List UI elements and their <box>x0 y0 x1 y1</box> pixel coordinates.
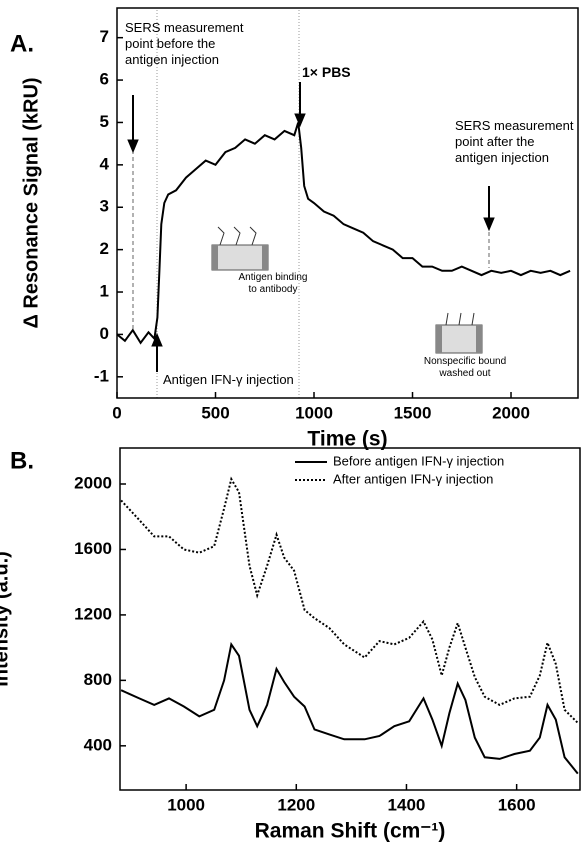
inset-antibody <box>445 312 475 326</box>
data-line <box>116 122 571 345</box>
x-tick-label: 1000 <box>167 795 205 814</box>
x-tick-label: 2000 <box>492 403 530 422</box>
x-axis-label: Raman Shift (cm⁻¹) <box>255 820 446 843</box>
y-tick-label: 2 <box>100 239 109 258</box>
panel-label: B. <box>10 447 34 474</box>
inset-chip <box>211 244 269 271</box>
y-tick-label: -1 <box>94 366 109 385</box>
annotation-arrows <box>127 10 495 398</box>
legend-label: Before antigen IFN-γ injection <box>333 453 504 468</box>
inset-chip <box>435 324 483 354</box>
y-tick-label: 5 <box>100 112 109 131</box>
data-line <box>120 476 579 724</box>
inset-antibody <box>217 226 257 246</box>
y-tick-label: 4 <box>100 154 110 173</box>
x-tick-label: 0 <box>112 403 121 422</box>
annotation: Antigen IFN-γ injection <box>163 372 294 387</box>
y-axis-label: Intensity (a.u.) <box>0 551 12 687</box>
arrow-head <box>127 139 139 154</box>
plot-frame <box>116 7 579 399</box>
annotation: 1× PBS <box>302 64 351 80</box>
inset-chip <box>476 325 482 353</box>
y-tick-label: 1 <box>100 282 109 301</box>
inset-chip <box>212 245 218 270</box>
x-tick-label: 500 <box>201 403 229 422</box>
y-tick-label: 1200 <box>74 604 112 623</box>
annotation: Nonspecific bound washed out <box>423 356 507 379</box>
inset-chip <box>436 325 442 353</box>
y-tick-label: 800 <box>84 670 112 689</box>
x-tick-label: 1400 <box>388 795 426 814</box>
x-tick-label: 1500 <box>394 403 432 422</box>
y-tick-label: 1600 <box>74 539 112 558</box>
annotation: SERS measurement point after the antigen… <box>455 118 574 165</box>
data-line <box>120 641 579 775</box>
y-tick-label: 400 <box>84 735 112 754</box>
y-tick-label: 0 <box>100 324 109 343</box>
y-tick-label: 3 <box>100 197 109 216</box>
arrow-head <box>483 217 495 232</box>
inset-chip <box>262 245 268 270</box>
arrow-head <box>294 113 306 128</box>
y-axis-label: Δ Resonance Signal (kRU) <box>20 77 42 328</box>
inset-illustration <box>211 226 483 354</box>
x-tick-label: 1200 <box>277 795 315 814</box>
plot-frame <box>119 447 581 791</box>
arrow-head <box>151 332 163 347</box>
panel-label: A. <box>10 30 34 57</box>
annotation: SERS measurement point before the antige… <box>125 20 244 67</box>
x-tick-label: 1600 <box>498 795 536 814</box>
y-tick-label: 6 <box>100 70 109 89</box>
y-tick-label: 2000 <box>74 473 112 492</box>
y-tick-label: 7 <box>100 27 109 46</box>
annotation: Antigen binding to antibody <box>238 272 308 295</box>
x-axis-label: Time (s) <box>307 428 387 451</box>
x-tick-label: 1000 <box>295 403 333 422</box>
legend-label: After antigen IFN-γ injection <box>333 471 493 486</box>
